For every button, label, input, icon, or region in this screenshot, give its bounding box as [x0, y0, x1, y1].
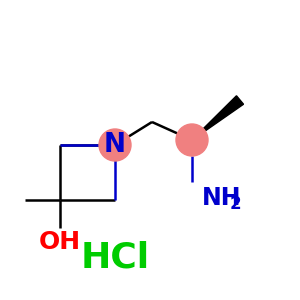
- Circle shape: [99, 129, 131, 161]
- Polygon shape: [203, 96, 244, 131]
- Circle shape: [176, 124, 208, 156]
- Text: HCl: HCl: [80, 241, 150, 275]
- Text: OH: OH: [39, 230, 81, 254]
- Text: 2: 2: [230, 195, 242, 213]
- Text: N: N: [104, 132, 126, 158]
- Text: NH: NH: [202, 186, 242, 210]
